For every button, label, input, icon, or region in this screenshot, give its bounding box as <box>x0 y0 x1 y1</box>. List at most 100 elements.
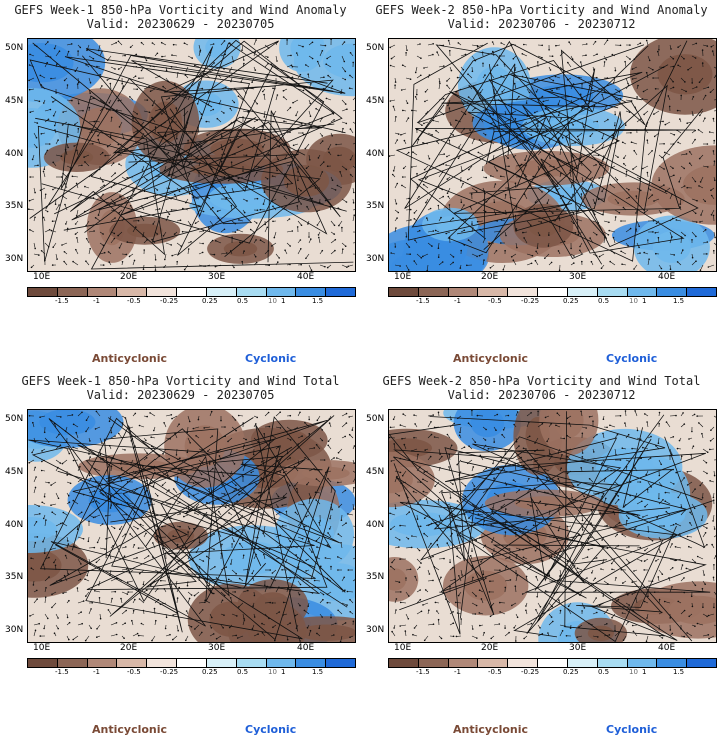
wind-arrow-head <box>163 588 166 590</box>
wind-arrow-head <box>396 139 399 141</box>
wind-arrow <box>99 252 105 255</box>
wind-arrow-head <box>504 531 507 533</box>
wind-arrow-head <box>324 44 327 47</box>
wind-arrow-head <box>306 205 308 208</box>
wind-arrow-head <box>91 602 93 604</box>
wind-arrow-head <box>344 589 346 591</box>
wind-arrow-head <box>307 223 309 225</box>
wind-arrow-head <box>612 236 615 239</box>
wind-arrow-head <box>200 117 203 120</box>
wind-arrow-head <box>391 173 394 176</box>
wind-arrow-head <box>118 211 121 214</box>
wind-arrow-head <box>331 135 334 137</box>
wind-arrow <box>438 172 443 178</box>
wind-arrow-head <box>305 257 307 260</box>
wind-arrow <box>336 457 343 461</box>
longitude-label: 40E <box>658 272 676 282</box>
wind-arrow-head <box>389 426 392 429</box>
wind-arrow <box>625 410 627 417</box>
wind-arrow-head <box>694 129 696 132</box>
wind-arrow-head <box>669 268 672 270</box>
wind-arrow-head <box>522 140 525 143</box>
wind-arrow <box>86 44 90 51</box>
wind-arrow-head <box>290 546 293 548</box>
wind-arrow-head <box>206 501 208 504</box>
wind-arrow-head <box>169 503 172 505</box>
coastline <box>395 476 711 611</box>
wind-arrow-head <box>28 208 30 210</box>
wind-arrow-head <box>390 252 392 254</box>
wind-arrow <box>433 120 440 123</box>
colorbar-label: 0.25 <box>563 297 579 305</box>
wind-arrow-head <box>631 68 634 70</box>
wind-arrow-head <box>570 247 572 250</box>
wind-arrow-head <box>275 82 277 85</box>
wind-arrow-head <box>200 473 203 476</box>
wind-arrow <box>341 242 346 247</box>
wind-arrow-head <box>712 499 715 501</box>
wind-arrow <box>216 635 222 639</box>
wind-arrow-head <box>514 118 517 120</box>
wind-arrow <box>121 568 127 571</box>
wind-arrow-head <box>686 535 689 538</box>
wind-arrow-head <box>651 540 654 542</box>
wind-arrow-head <box>484 210 487 213</box>
wind-arrow <box>647 150 653 156</box>
wind-arrow-head <box>297 443 300 445</box>
wind-arrow-head <box>518 489 520 491</box>
wind-arrow-head <box>323 87 325 90</box>
wind-arrow-head <box>258 527 260 530</box>
wind-arrow-head <box>164 258 166 261</box>
wind-arrow-head <box>96 628 98 630</box>
wind-arrow <box>691 231 697 237</box>
wind-arrow-head <box>389 64 392 67</box>
wind-arrow-head <box>436 543 439 546</box>
wind-arrow-head <box>203 514 205 517</box>
wind-arrow-head <box>678 533 681 535</box>
wind-arrow-head <box>64 182 66 185</box>
wind-arrow-head <box>532 175 534 178</box>
wind-arrow <box>77 194 82 200</box>
wind-arrow-head <box>433 565 435 568</box>
wind-arrow-head <box>443 153 445 155</box>
colorbar-label: 1.5 <box>312 297 324 305</box>
wind-arrow-head <box>473 138 475 141</box>
wind-arrow-head <box>129 96 131 98</box>
wind-arrow-head <box>225 506 227 508</box>
wind-arrow-head <box>537 465 540 467</box>
wind-arrow-head <box>338 506 340 508</box>
wind-arrow-head <box>28 88 31 91</box>
wind-arrow <box>275 411 281 417</box>
wind-arrow-head <box>442 195 444 198</box>
latitude-label: 30N <box>5 254 24 264</box>
wind-arrow-head <box>89 456 91 458</box>
wind-arrow-head <box>157 161 160 164</box>
wind-arrow <box>176 476 178 483</box>
wind-arrow-head <box>321 439 324 442</box>
wind-arrow <box>581 43 587 46</box>
wind-arrow-head <box>712 520 714 522</box>
wind-arrow-head <box>115 41 117 44</box>
wind-arrow <box>676 558 682 561</box>
wind-arrow-head <box>41 460 43 463</box>
wind-arrow-head <box>57 617 59 619</box>
wind-arrow <box>570 565 575 571</box>
wind-arrow-head <box>571 58 574 60</box>
wind-arrow-head <box>39 635 42 637</box>
wind-arrow-head <box>179 153 182 156</box>
wind-arrow-head <box>132 117 134 119</box>
wind-arrow-head <box>126 177 128 179</box>
wind-arrow-head <box>267 62 269 65</box>
latitude-label: 40N <box>5 149 24 159</box>
wind-arrow-head <box>167 474 169 477</box>
wind-arrow-head <box>464 53 467 56</box>
wind-arrow <box>286 107 291 112</box>
wind-arrow-head <box>277 446 280 448</box>
wind-arrow-head <box>441 455 443 458</box>
wind-arrow-head <box>673 483 675 485</box>
wind-arrow-head <box>595 557 598 559</box>
wind-arrow-head <box>652 77 654 79</box>
wind-arrow-head <box>208 463 211 465</box>
wind-arrow <box>297 635 301 642</box>
wind-arrow-head <box>601 539 603 541</box>
